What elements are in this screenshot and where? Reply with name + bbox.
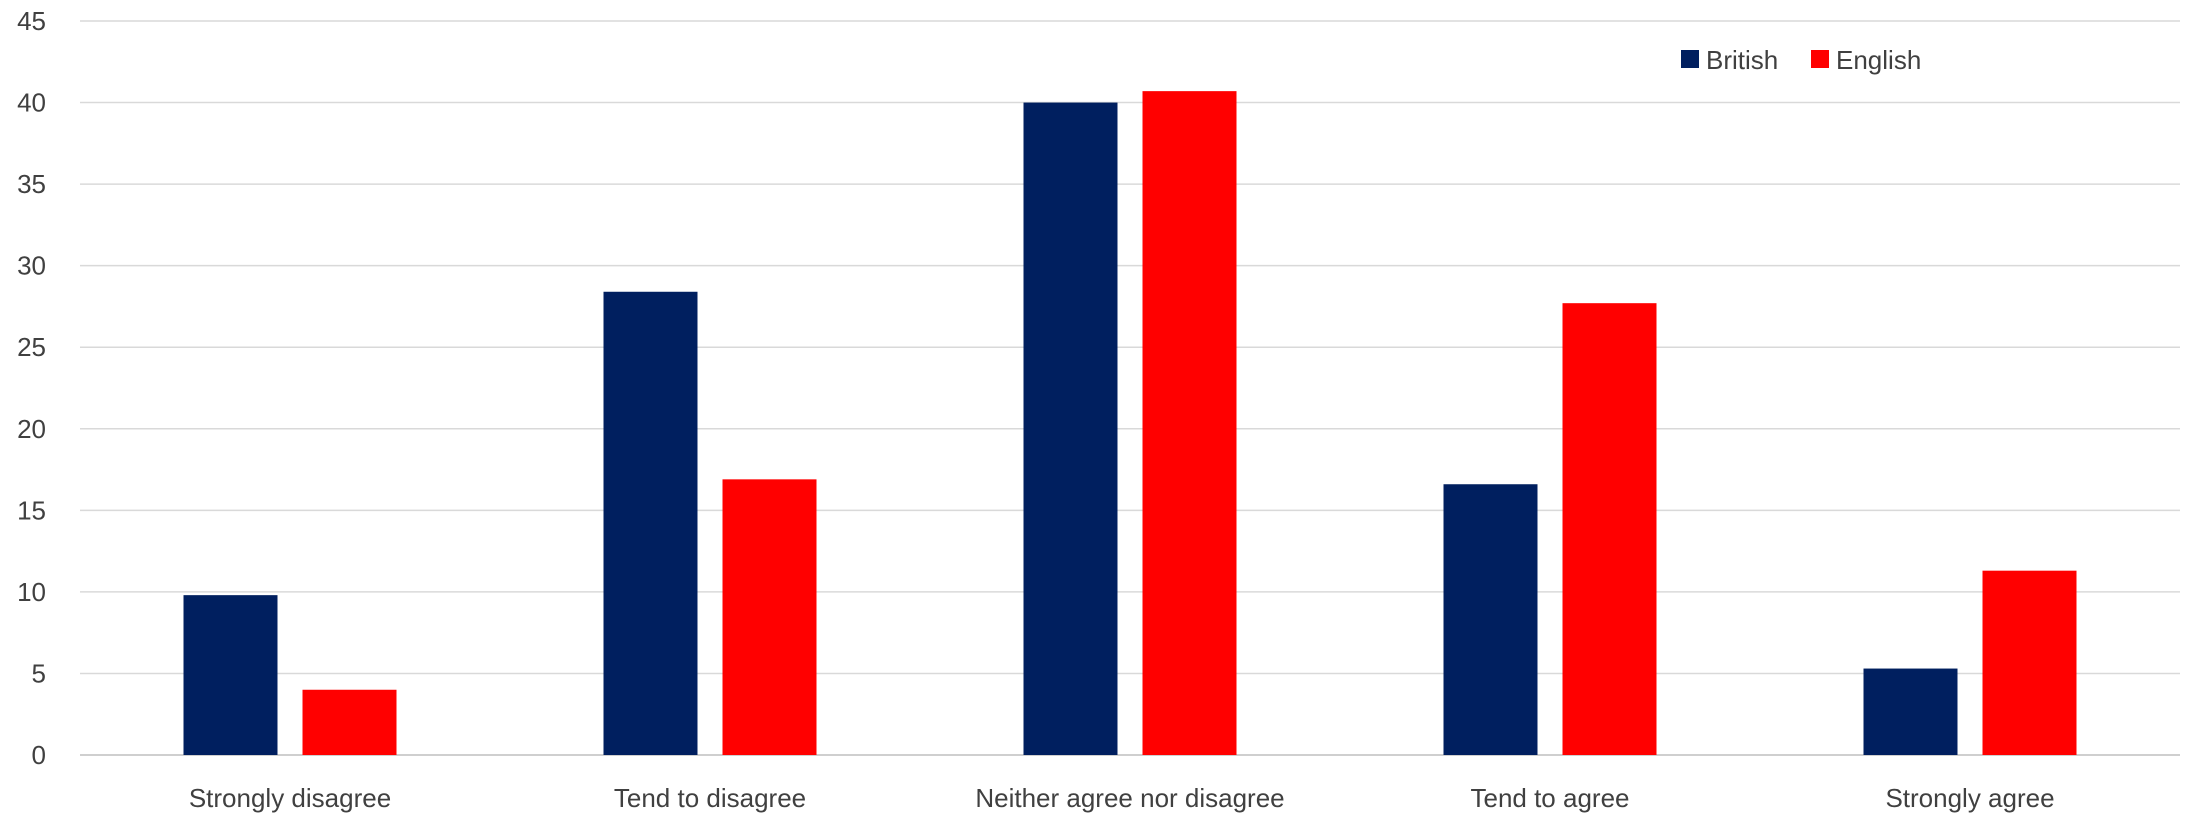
bar-british-3 <box>1023 102 1118 756</box>
bar-british-4 <box>1443 484 1538 755</box>
legend-swatch-british <box>1681 50 1699 68</box>
y-tick-label: 20 <box>17 414 46 444</box>
bar-english-4 <box>1562 303 1657 755</box>
x-tick-label: Tend to agree <box>1470 783 1629 813</box>
y-tick-label: 15 <box>17 495 46 525</box>
x-tick-label: Tend to disagree <box>614 783 806 813</box>
bar-english-3 <box>1142 91 1237 756</box>
x-tick-label: Strongly agree <box>1885 783 2054 813</box>
y-tick-label: 35 <box>17 169 46 199</box>
y-axis-ticks: 0 5 10 15 20 25 30 35 40 45 <box>17 6 46 770</box>
y-tick-label: 10 <box>17 577 46 607</box>
bar-english-1 <box>302 689 397 755</box>
gridlines <box>80 20 2180 756</box>
legend-swatch-english <box>1811 50 1829 68</box>
bar-british-2 <box>603 291 698 755</box>
bar-british-1 <box>183 595 278 755</box>
y-tick-label: 0 <box>32 740 46 770</box>
y-tick-label: 30 <box>17 251 46 281</box>
legend: British English <box>1681 45 1921 75</box>
bar-british-5 <box>1863 668 1958 755</box>
bars <box>183 91 2077 756</box>
y-tick-label: 45 <box>17 6 46 36</box>
y-tick-label: 5 <box>32 658 46 688</box>
legend-label-british: British <box>1706 45 1778 75</box>
bar-english-5 <box>1982 570 2077 755</box>
x-tick-label: Neither agree nor disagree <box>975 783 1284 813</box>
legend-label-english: English <box>1836 45 1921 75</box>
bar-english-2 <box>722 479 817 755</box>
x-tick-label: Strongly disagree <box>189 783 391 813</box>
y-tick-label: 25 <box>17 332 46 362</box>
y-tick-label: 40 <box>17 88 46 118</box>
x-axis-ticks: Strongly disagree Tend to disagree Neither… <box>189 783 2055 813</box>
